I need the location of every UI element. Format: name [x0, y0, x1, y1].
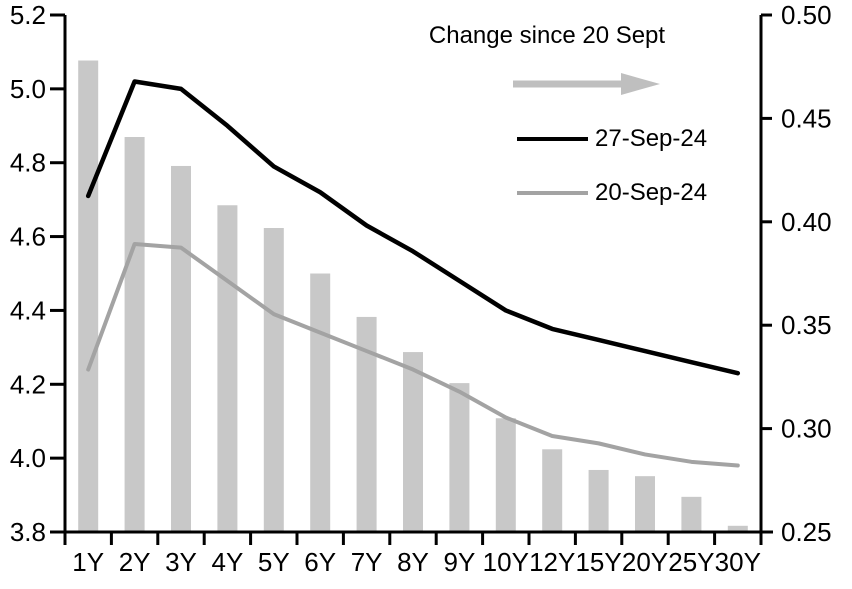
left-axis-tick-label: 3.8: [10, 517, 46, 547]
bar-15Y: [588, 469, 609, 532]
left-axis-tick-label: 5.2: [10, 0, 46, 30]
x-axis-label-20Y: 20Y: [622, 547, 668, 577]
x-axis-label-6Y: 6Y: [304, 547, 336, 577]
bar-5Y: [263, 228, 284, 532]
line-27-Sep-24: [85, 79, 741, 376]
right-axis-tick-label: 0.35: [781, 310, 832, 340]
x-axis-label-3Y: 3Y: [165, 547, 197, 577]
bar-30Y: [727, 525, 748, 532]
legend-title: Change since 20 Sept: [428, 22, 666, 49]
legend-label-20-sep: 20-Sep-24: [595, 179, 708, 206]
x-axis-label-15Y: 15Y: [575, 547, 621, 577]
right-axis-tick-label: 0.45: [781, 103, 832, 133]
bar-12Y: [542, 449, 563, 532]
left-axis-tick-label: 4.0: [10, 443, 46, 473]
legend-label-27-sep: 27-Sep-24: [595, 125, 708, 152]
left-axis-tick-label: 4.2: [10, 369, 46, 399]
x-axis-label-5Y: 5Y: [258, 547, 290, 577]
bar-3Y: [171, 165, 191, 533]
x-axis-label-7Y: 7Y: [351, 547, 383, 577]
bar-4Y: [217, 205, 238, 533]
x-axis-label-25Y: 25Y: [668, 547, 714, 577]
right-axis-tick-label: 0.40: [781, 207, 832, 237]
x-axis-label-4Y: 4Y: [211, 547, 243, 577]
right-axis-tick-label: 0.50: [781, 0, 832, 30]
left-axis-tick-label: 4.8: [10, 148, 46, 178]
right-axis-tick-label: 0.25: [781, 517, 832, 547]
x-axis-label-30Y: 30Y: [715, 547, 761, 577]
legend-entry-20-sep: 20-Sep-24: [517, 179, 708, 206]
bar-2Y: [124, 137, 145, 532]
right-arrow-icon: [513, 72, 660, 96]
x-axis-label-2Y: 2Y: [119, 547, 151, 577]
x-axis-label-9Y: 9Y: [443, 547, 475, 577]
x-axis-label-8Y: 8Y: [397, 547, 429, 577]
x-axis-label-10Y: 10Y: [483, 547, 529, 577]
left-axis-tick-label: 4.6: [10, 222, 46, 252]
bar-6Y: [310, 273, 331, 532]
x-axis-label-1Y: 1Y: [72, 547, 104, 577]
bar-7Y: [356, 316, 377, 532]
bar-20Y: [635, 476, 655, 532]
left-axis-tick-label: 5.0: [10, 74, 46, 104]
bar-9Y: [449, 383, 470, 532]
chart-legend: Change since 20 Sept 27-Sep-24 20-Sep-24: [407, 22, 707, 222]
legend-entry-27-sep: 27-Sep-24: [517, 125, 708, 152]
left-axis-tick-label: 4.4: [10, 295, 46, 325]
right-axis-tick-label: 0.30: [781, 414, 832, 444]
bar-8Y: [403, 352, 423, 532]
bar-25Y: [681, 496, 702, 532]
x-axis-label-12Y: 12Y: [529, 547, 575, 577]
bar-10Y: [495, 418, 516, 532]
line-swatch-black: [517, 137, 588, 141]
bar-1Y: [78, 60, 99, 532]
line-swatch-gray: [517, 191, 588, 195]
line-20-Sep-24: [86, 241, 740, 468]
